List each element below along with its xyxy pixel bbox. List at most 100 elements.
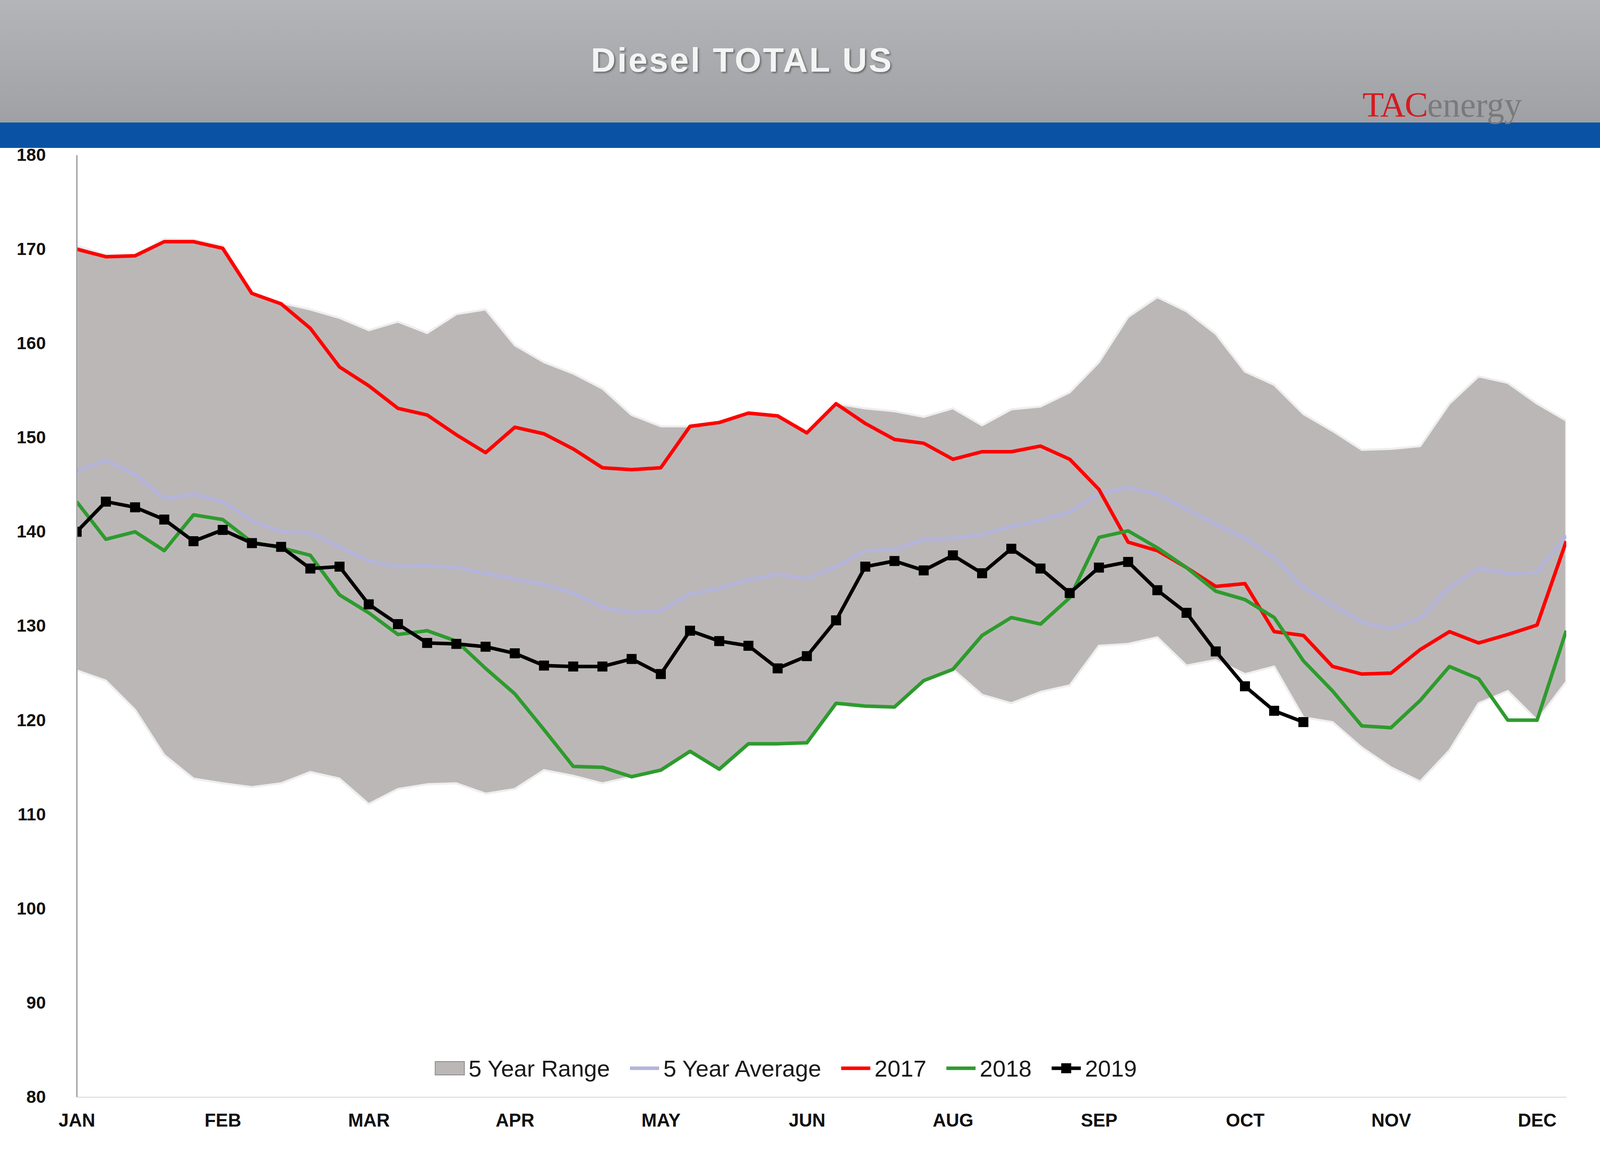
x-tick: MAY: [641, 1097, 681, 1131]
series-marker: [130, 502, 140, 513]
y-tick-label: 120: [16, 710, 46, 730]
series-marker: [918, 565, 929, 576]
series-marker: [947, 550, 958, 561]
series-line: [76, 241, 1567, 675]
y-tick-label: 90: [26, 992, 46, 1013]
series-marker: [363, 599, 374, 610]
x-tick: JUN: [788, 1097, 826, 1131]
x-tick-label: OCT: [1225, 1110, 1265, 1131]
x-tick: FEB: [204, 1097, 242, 1131]
legend-marker: [1061, 1063, 1072, 1074]
x-tick-label: JUN: [788, 1110, 826, 1131]
x-tick: APR: [495, 1097, 535, 1131]
x-tick-label: NOV: [1371, 1110, 1412, 1131]
header-stripe: [0, 122, 1600, 148]
series-marker: [480, 641, 491, 652]
series-marker: [1093, 562, 1104, 573]
y-tick: 110: [17, 804, 77, 825]
x-tick-label: FEB: [204, 1110, 242, 1131]
plot-area: [76, 238, 1567, 805]
series-marker: [451, 638, 462, 649]
series-marker: [597, 661, 608, 672]
range-area: [76, 238, 1567, 805]
y-tick-label: 180: [16, 145, 46, 165]
y-tick: 180: [16, 145, 77, 165]
series-marker: [743, 640, 754, 651]
logo: TACenergy: [1362, 85, 1522, 125]
series-marker: [1064, 587, 1075, 598]
series-marker: [392, 619, 403, 630]
x-tick-label: APR: [495, 1110, 535, 1131]
series-marker: [305, 563, 316, 574]
series-marker: [1210, 646, 1221, 657]
y-tick: 120: [16, 710, 77, 730]
series-marker: [539, 660, 550, 671]
y-tick: 150: [16, 427, 77, 448]
y-tick-label: 130: [16, 615, 46, 636]
x-tick-label: SEP: [1080, 1110, 1118, 1131]
y-tick: 160: [16, 333, 77, 353]
x-tick: JAN: [58, 1097, 95, 1131]
legend: 5 Year Range 5 Year Average 2017 2018 2019: [435, 1055, 1137, 1082]
series-marker: [714, 636, 725, 647]
x-tick-label: MAR: [347, 1110, 390, 1131]
x-tick-label: JAN: [58, 1110, 95, 1131]
chart-root: Diesel TOTAL US TACenergy 80 90 100 110 120 130…: [0, 0, 1600, 1162]
series-marker: [772, 663, 783, 674]
x-tick: OCT: [1225, 1097, 1265, 1131]
y-tick: 130: [16, 615, 77, 636]
chart-title: Diesel TOTAL US: [590, 40, 893, 79]
x-axis: JAN FEB MAR APR MAY JUN AUG SEP OCT NOV DEC: [58, 1097, 1567, 1131]
legend-label: 2019: [1085, 1055, 1138, 1082]
y-tick-label: 100: [16, 898, 46, 919]
x-axis-line: [77, 1097, 1567, 1098]
y-tick-label: 170: [16, 239, 46, 259]
y-tick-label: 140: [16, 521, 46, 542]
series-marker: [860, 561, 871, 572]
series-marker: [626, 654, 637, 665]
x-tick: DEC: [1517, 1097, 1557, 1131]
x-tick: MAR: [347, 1097, 390, 1131]
y-tick: 80: [26, 1087, 77, 1107]
series-marker: [655, 669, 666, 680]
series-marker: [1298, 717, 1309, 728]
series-marker: [685, 625, 695, 636]
legend-label: 2018: [979, 1055, 1032, 1082]
series-marker: [1240, 681, 1250, 692]
header-band: [0, 0, 1600, 123]
legend-label: 2017: [874, 1055, 927, 1082]
series-marker: [1035, 563, 1046, 574]
y-tick: 100: [16, 898, 77, 919]
series-marker: [509, 648, 520, 659]
y-axis: 80 90 100 110 120 130 140 150 160 170 180: [16, 145, 78, 1107]
series-marker: [889, 555, 900, 566]
series-marker: [1181, 607, 1192, 618]
legend-swatch: [841, 1066, 871, 1071]
legend-item: 2017: [841, 1055, 927, 1082]
legend-label: 5 Year Range: [468, 1055, 610, 1082]
legend-label: 5 Year Average: [663, 1055, 822, 1082]
series-marker: [217, 525, 228, 535]
legend-item: 2019: [1051, 1055, 1138, 1082]
y-tick-label: 80: [26, 1087, 46, 1107]
series-marker: [1006, 543, 1017, 554]
y-tick-label: 150: [16, 427, 46, 448]
series-marker: [1152, 585, 1163, 596]
series-marker: [247, 538, 258, 549]
legend-item: 2018: [946, 1055, 1032, 1082]
series-marker: [159, 514, 170, 525]
legend-swatch: [435, 1061, 465, 1075]
legend-swatch: [630, 1066, 660, 1071]
series-marker: [1269, 705, 1280, 716]
legend-item: 5 Year Range: [435, 1055, 610, 1082]
x-tick: AUG: [932, 1097, 974, 1131]
y-tick: 140: [16, 521, 77, 542]
y-tick-label: 160: [16, 333, 46, 353]
series-line: [76, 460, 1567, 630]
series-marker: [568, 661, 579, 672]
series-marker: [977, 568, 988, 579]
series-marker: [100, 496, 111, 507]
x-tick: SEP: [1080, 1097, 1118, 1131]
y-tick: 90: [26, 992, 77, 1013]
series-marker: [1123, 557, 1134, 568]
